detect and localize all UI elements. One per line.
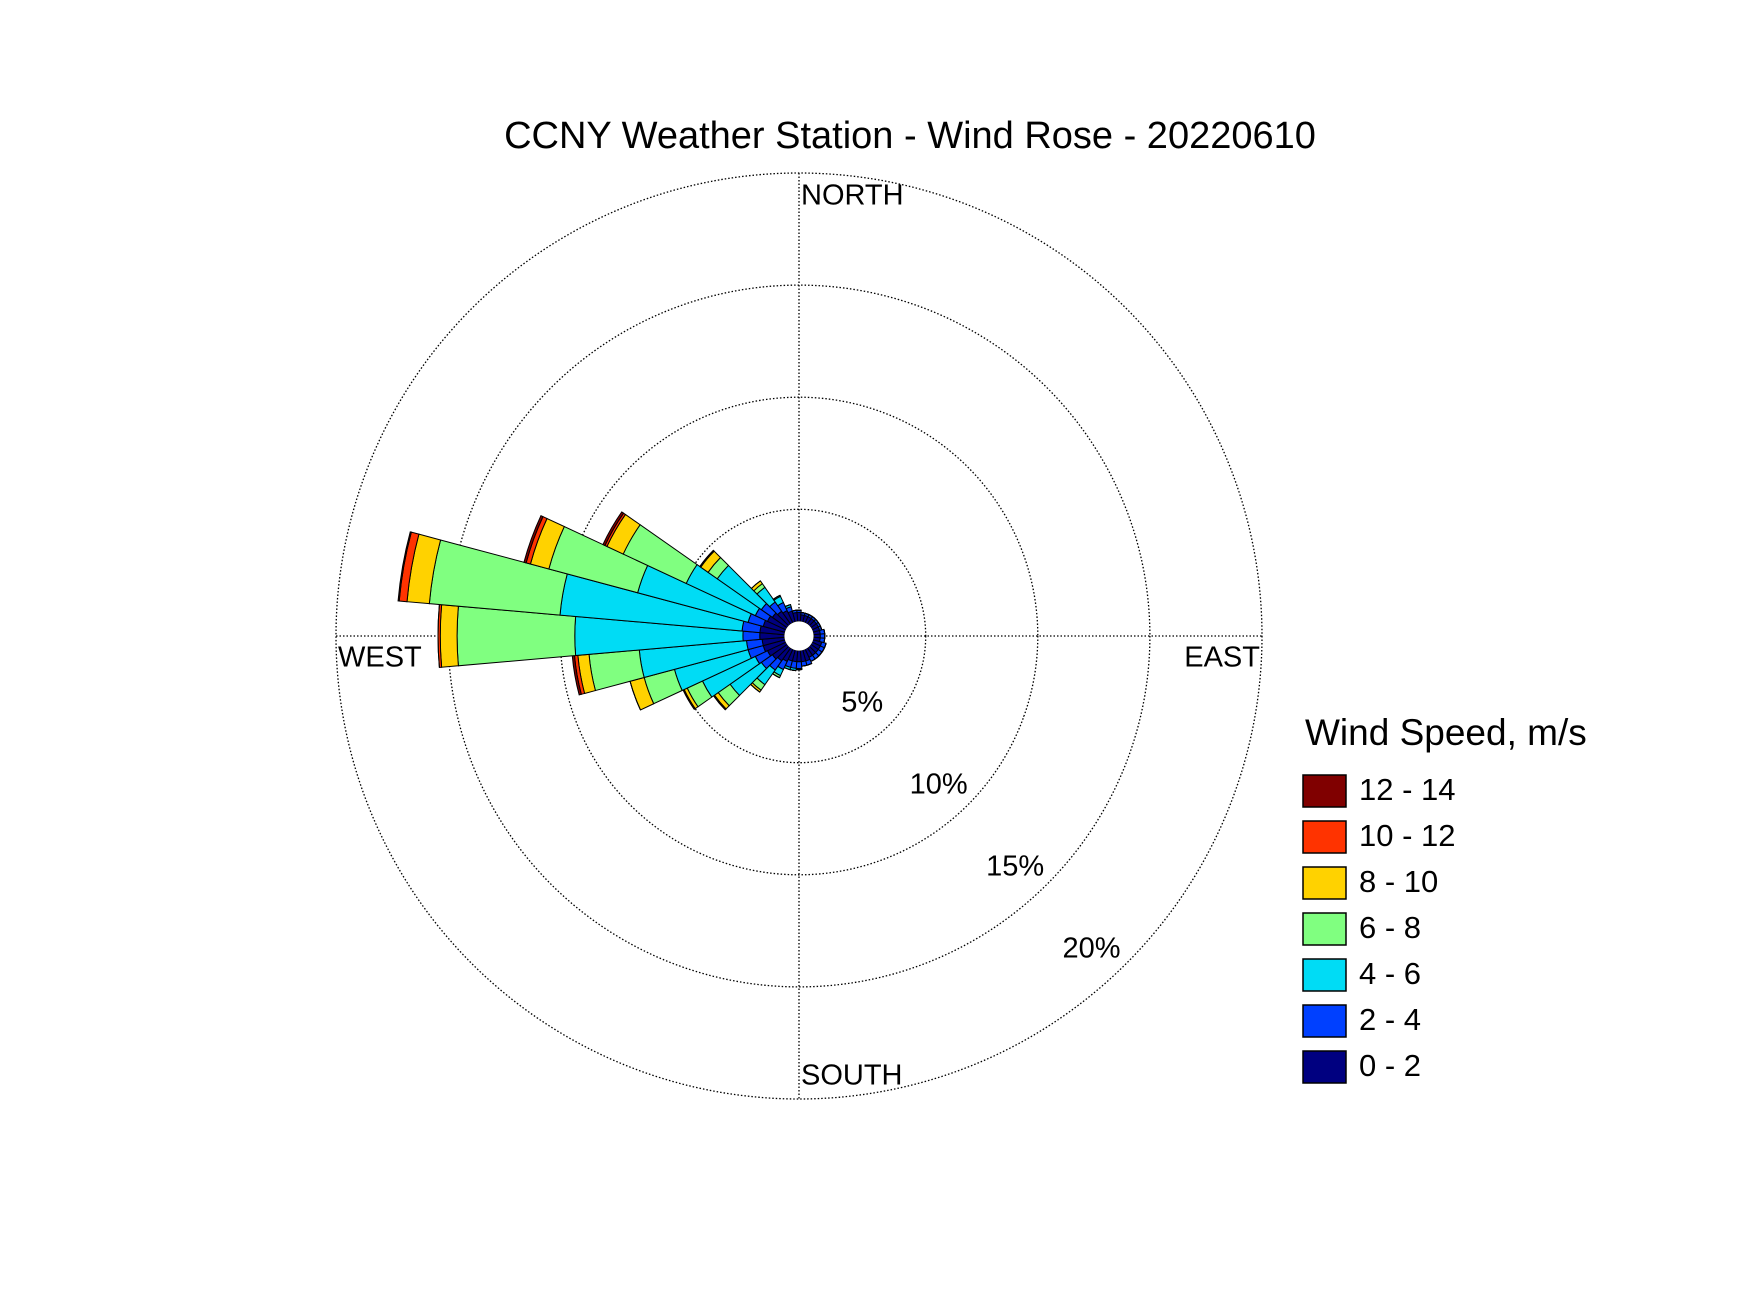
legend-label: 2 - 4	[1359, 1002, 1421, 1037]
legend-label: 10 - 12	[1359, 818, 1456, 853]
legend-swatch	[1302, 774, 1347, 808]
chart-title: CCNY Weather Station - Wind Rose - 20220…	[504, 115, 1316, 157]
legend-swatch	[1302, 1050, 1347, 1084]
legend-label: 4 - 6	[1359, 956, 1421, 991]
r-tick-label: 5%	[841, 686, 883, 718]
direction-label: SOUTH	[801, 1060, 903, 1092]
grid-ring	[671, 508, 927, 764]
wedge-segment	[772, 594, 781, 600]
wedge-segment	[785, 604, 791, 607]
legend-swatch	[1302, 820, 1347, 854]
wedge-segment	[792, 609, 797, 612]
legend-swatch	[1302, 866, 1347, 900]
legend-swatch	[1302, 1004, 1347, 1038]
r-tick-label: 20%	[1063, 932, 1121, 964]
r-tick-label: 10%	[910, 768, 968, 800]
legend-label: 0 - 2	[1359, 1048, 1421, 1083]
wedge-segment	[699, 550, 714, 567]
legend-label: 8 - 10	[1359, 864, 1438, 899]
direction-label: NORTH	[801, 180, 904, 212]
direction-label: WEST	[338, 642, 422, 674]
legend-title: Wind Speed, m/s	[1305, 712, 1587, 753]
legend-label: 6 - 8	[1359, 910, 1421, 945]
legend-swatch	[1302, 958, 1347, 992]
legend-label: 12 - 14	[1359, 772, 1456, 807]
wedge-segment	[397, 531, 412, 602]
wedge-segment	[602, 511, 625, 547]
wedge-segment	[523, 514, 544, 564]
r-tick-label: 15%	[986, 850, 1044, 882]
direction-label: EAST	[1184, 642, 1260, 674]
center-hole	[784, 621, 814, 651]
wedge-segment	[439, 604, 459, 668]
legend-swatch	[1302, 912, 1347, 946]
